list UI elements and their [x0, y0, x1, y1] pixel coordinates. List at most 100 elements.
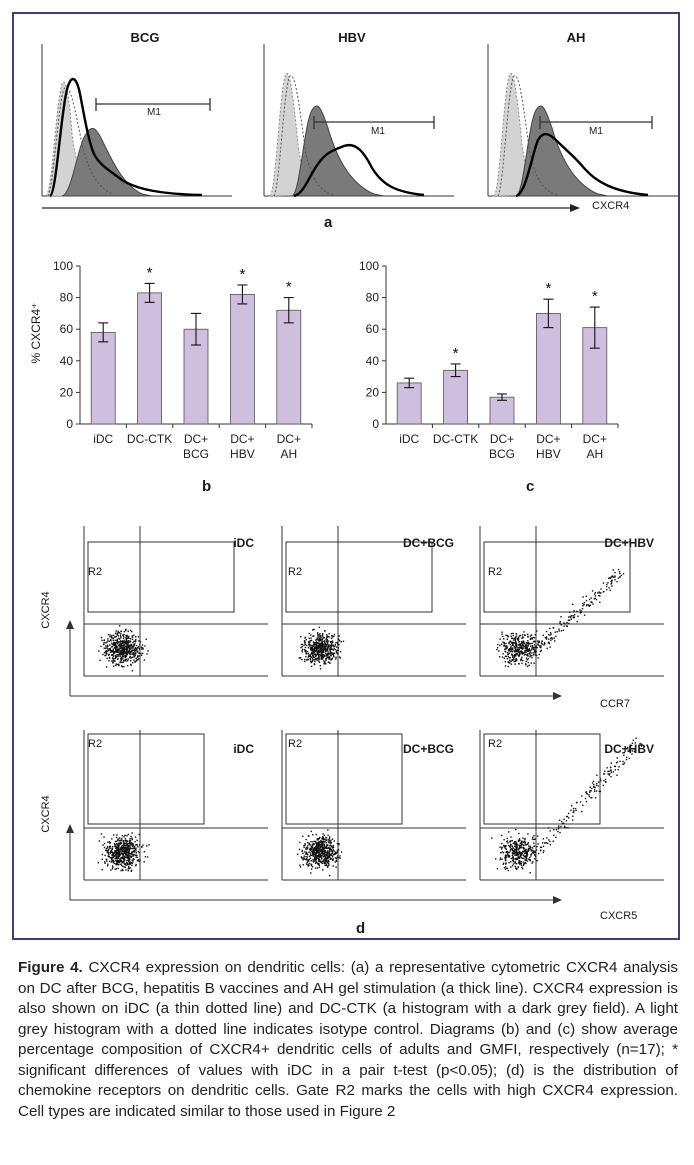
event-dot: [131, 832, 133, 834]
event-dot: [335, 852, 337, 855]
event-dot: [515, 642, 518, 644]
event-dot: [565, 815, 568, 818]
event-dot: [339, 657, 342, 659]
event-dot: [634, 742, 636, 744]
event-dot: [103, 647, 105, 649]
event-dot: [503, 644, 505, 646]
event-dot: [319, 644, 321, 646]
event-dot: [506, 645, 508, 648]
event-dot: [324, 645, 326, 647]
event-dot: [541, 641, 543, 643]
event-dot: [529, 651, 531, 654]
event-dot: [330, 645, 333, 647]
event-dot: [604, 770, 606, 772]
event-dot: [121, 666, 124, 668]
event-dot: [107, 648, 109, 650]
event-dot: [117, 847, 119, 849]
event-dot: [302, 648, 304, 651]
event-dot: [328, 861, 330, 863]
event-dot: [520, 844, 522, 847]
event-dot: [143, 659, 146, 661]
event-dot: [123, 842, 125, 844]
event-dot: [325, 659, 327, 661]
event-dot: [314, 858, 316, 861]
event-dot: [108, 845, 111, 848]
event-dot: [520, 862, 522, 865]
event-dot: [310, 649, 312, 651]
event-dot: [331, 856, 334, 858]
event-dot: [509, 850, 511, 852]
event-dot: [118, 664, 120, 667]
event-dot: [129, 638, 132, 640]
event-dot: [515, 847, 518, 849]
event-dot: [540, 645, 542, 647]
event-dot: [526, 653, 529, 655]
event-dot: [122, 865, 124, 867]
event-dot: [119, 858, 121, 860]
event-dot: [125, 640, 127, 642]
event-dot: [107, 841, 109, 844]
event-dot: [520, 650, 522, 652]
event-dot: [513, 654, 516, 656]
event-dot: [317, 854, 319, 857]
event-dot: [579, 801, 582, 803]
event-dot: [518, 849, 520, 851]
event-dot: [114, 645, 116, 647]
event-dot: [526, 644, 528, 646]
event-dot: [119, 661, 121, 663]
event-dot: [308, 632, 310, 635]
event-dot: [128, 859, 131, 861]
event-dot: [133, 656, 135, 658]
event-dot: [519, 855, 522, 857]
event-dot: [530, 848, 532, 850]
event-dot: [332, 652, 335, 655]
event-dot: [531, 657, 533, 659]
event-dot: [558, 827, 560, 829]
event-dot: [317, 642, 320, 644]
event-dot: [599, 595, 601, 597]
event-dot: [598, 594, 600, 597]
event-dot: [303, 640, 306, 642]
event-dot: [519, 842, 522, 845]
event-dot: [121, 649, 124, 651]
event-dot: [310, 847, 312, 849]
event-dot: [116, 860, 118, 862]
event-dot: [315, 858, 317, 861]
event-dot: [148, 844, 150, 846]
event-dot: [130, 852, 132, 854]
event-dot: [516, 852, 518, 855]
event-dot: [127, 642, 129, 644]
event-dot: [525, 856, 527, 858]
event-dot: [505, 863, 507, 865]
event-dot: [129, 655, 131, 658]
event-dot: [309, 848, 311, 850]
event-dot: [513, 642, 516, 644]
event-dot: [510, 660, 512, 662]
event-dot: [335, 859, 338, 861]
event-dot: [332, 846, 335, 849]
event-dot: [534, 858, 536, 860]
event-dot: [559, 622, 561, 624]
event-dot: [532, 636, 535, 639]
event-dot: [114, 644, 116, 646]
event-dot: [310, 845, 312, 848]
event-dot: [322, 650, 325, 653]
event-dot: [137, 658, 140, 660]
event-dot: [526, 642, 528, 644]
event-dot: [312, 652, 315, 654]
event-dot: [314, 848, 317, 851]
dot-plot: [479, 526, 664, 677]
event-dot: [511, 845, 513, 848]
event-dot: [318, 626, 320, 629]
event-dot: [585, 800, 588, 803]
event-dot: [547, 827, 550, 829]
event-dot: [324, 849, 327, 852]
event-dot: [573, 614, 576, 616]
event-dot: [522, 837, 524, 839]
event-dot: [326, 640, 328, 642]
event-dot: [304, 642, 306, 644]
event-dot: [517, 639, 520, 641]
event-dot: [131, 853, 133, 855]
event-dot: [518, 662, 520, 665]
event-dot: [304, 650, 306, 652]
